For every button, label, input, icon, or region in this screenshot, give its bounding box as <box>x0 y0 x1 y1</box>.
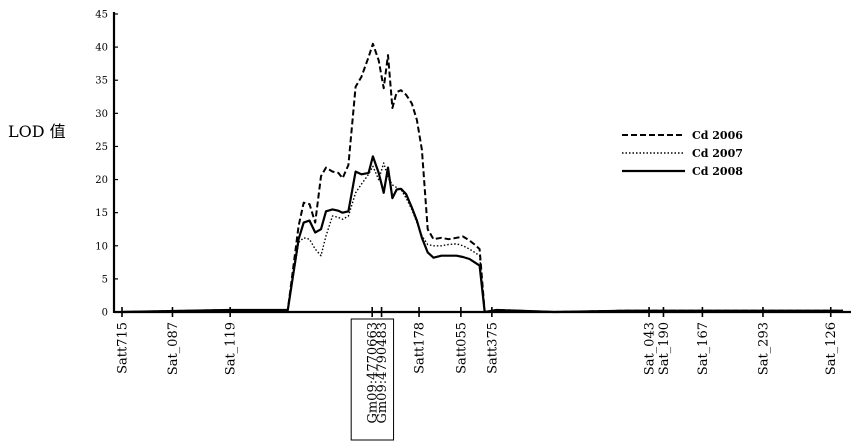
series-layer <box>121 42 843 314</box>
marker-label: Sat_167 <box>696 322 711 375</box>
y-tick-label: 0 <box>102 308 108 319</box>
series-line-cd-2007 <box>121 162 843 313</box>
legend-label: Cd 2006 <box>692 129 743 142</box>
marker-label: Sat_043 <box>643 322 658 375</box>
series-line-cd-2008 <box>121 155 843 314</box>
legend-label: Cd 2007 <box>692 147 743 160</box>
marker-label: Sat_126 <box>824 322 839 375</box>
y-tick-label: 5 <box>102 274 108 285</box>
y-axis: 0 5 10 15 20 25 30 35 40 45 <box>95 10 118 319</box>
marker-label: Satt375 <box>485 322 500 374</box>
legend: Cd 2006 Cd 2007 Cd 2008 <box>622 129 743 178</box>
marker-label: Sat_293 <box>756 322 771 375</box>
y-tick-label: 10 <box>95 241 108 252</box>
y-tick-label: 25 <box>95 142 108 153</box>
x-axis: Satt715 Sat_087 Sat_119 Gm09:4770663Gm09:47… <box>114 307 851 441</box>
marker-label: Gm09:4790483 <box>375 322 390 424</box>
marker-label: Satt178 <box>413 322 428 374</box>
legend-label: Cd 2008 <box>692 165 743 178</box>
series-line-cd-2006 <box>121 42 843 313</box>
candidate-gene-box <box>350 318 395 441</box>
marker-label: Satt055 <box>454 322 469 374</box>
y-axis-label: LOD 值 <box>8 122 66 141</box>
y-tick-label: 15 <box>95 208 108 219</box>
marker-label: Gm09:4770663 <box>366 322 381 424</box>
marker-label: Sat_119 <box>224 322 239 375</box>
y-tick-label: 35 <box>95 76 108 87</box>
y-tick-label: 40 <box>95 43 108 54</box>
y-tick-label: 30 <box>95 109 108 120</box>
marker-label: Satt715 <box>116 322 131 374</box>
y-tick-label: 20 <box>95 175 108 186</box>
marker-label: Sat_190 <box>657 322 672 375</box>
y-tick-label: 45 <box>95 10 108 21</box>
marker-label: Sat_087 <box>166 322 181 375</box>
